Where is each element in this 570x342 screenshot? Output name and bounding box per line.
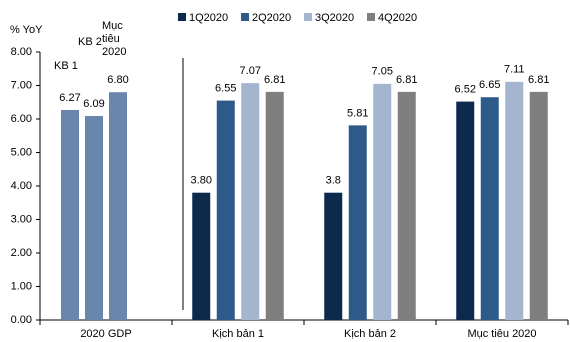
bar: [85, 115, 103, 320]
value-label: 6.09: [83, 98, 104, 110]
legend-label: 3Q2020: [315, 12, 354, 24]
value-label: 6.81: [396, 74, 417, 86]
legend-label: 2Q2020: [252, 12, 291, 24]
value-label: 7.05: [372, 66, 393, 78]
value-label: 6.65: [479, 79, 500, 91]
bar: [216, 100, 235, 320]
bar: [265, 91, 284, 321]
bar-name: KB 2: [78, 36, 102, 48]
value-label: 3.80: [191, 175, 212, 187]
legend-swatch: [241, 13, 249, 21]
value-label: 6.55: [215, 82, 236, 94]
y-tick-label: 8.00: [11, 46, 32, 58]
legend-label: 1Q2020: [189, 12, 228, 24]
value-label: 6.81: [264, 74, 285, 86]
y-tick-label: 6.00: [11, 113, 32, 125]
value-label: 3.8: [326, 175, 341, 187]
bar-name: Mục tiêu 2020: [102, 20, 127, 58]
legend-swatch: [304, 13, 312, 21]
y-tick-label: 3.00: [11, 213, 32, 225]
value-label: 6.81: [528, 74, 549, 86]
value-label: 6.27: [59, 92, 80, 104]
y-tick-label: 2.00: [11, 247, 32, 259]
bar: [456, 101, 475, 320]
value-label: 5.81: [347, 107, 368, 119]
value-label: 6.80: [107, 74, 128, 86]
bar: [529, 91, 548, 321]
value-label: 7.11: [504, 64, 525, 76]
bar: [192, 192, 211, 320]
bar: [505, 81, 524, 320]
y-tick-label: 1.00: [11, 280, 32, 292]
bar: [397, 91, 416, 321]
bar: [480, 97, 499, 320]
x-tick-label: 2020 GDP: [80, 328, 131, 340]
value-label: 7.07: [240, 65, 261, 77]
bar-name: KB 1: [54, 60, 78, 72]
bar: [241, 83, 260, 320]
x-tick-label: Kịch bản 2: [344, 328, 396, 340]
bar: [109, 92, 127, 320]
y-tick-label: 4.00: [11, 180, 32, 192]
bar: [348, 125, 367, 321]
x-tick-label: Kịch bản 1: [212, 328, 264, 340]
bar: [324, 192, 343, 320]
y-unit: % YoY: [10, 24, 43, 36]
x-tick-label: Mục tiêu 2020: [467, 328, 536, 340]
value-label: 6.52: [455, 83, 476, 95]
legend-swatch: [178, 13, 186, 21]
y-tick-label: 0.00: [11, 314, 32, 326]
legend-swatch: [367, 13, 375, 21]
y-tick-label: 7.00: [11, 79, 32, 91]
legend-label: 4Q2020: [378, 12, 417, 24]
bar: [61, 109, 79, 320]
y-tick-label: 5.00: [11, 146, 32, 158]
bar: [373, 83, 392, 320]
